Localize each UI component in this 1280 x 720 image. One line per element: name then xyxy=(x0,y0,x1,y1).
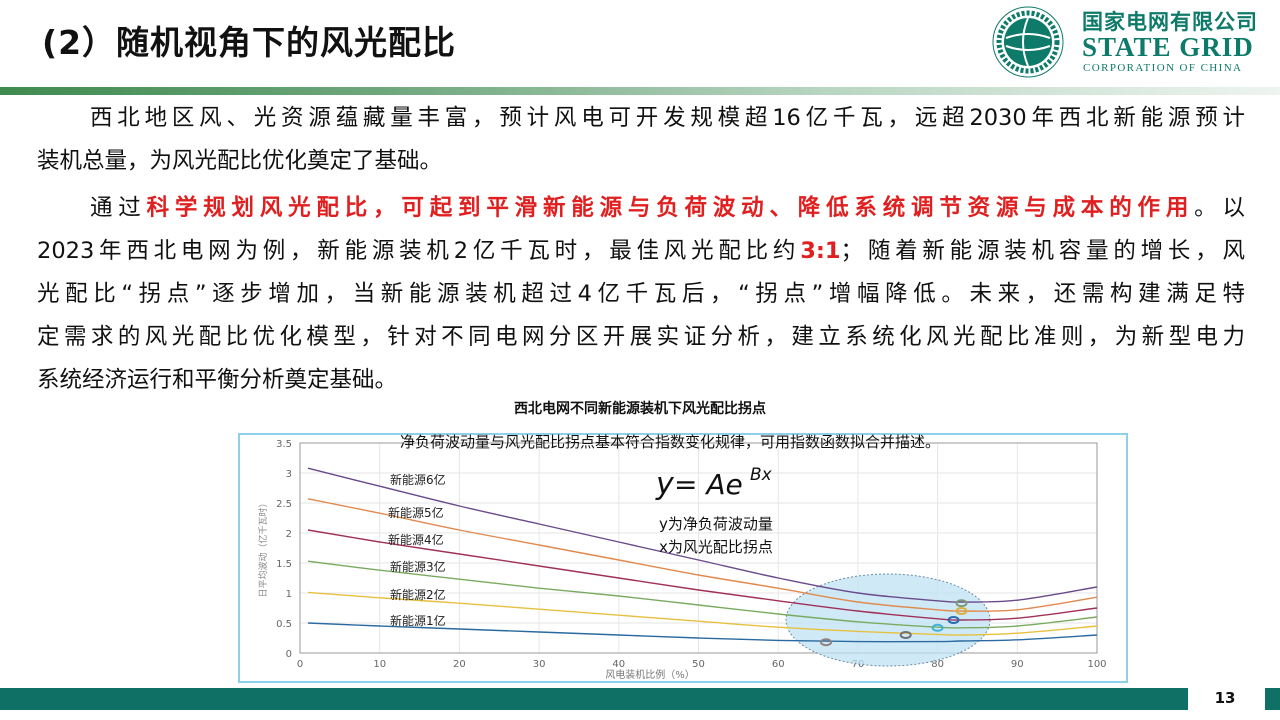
x-axis-label: 风电装机比例（%） xyxy=(605,668,695,681)
series-label: 新能源2亿 xyxy=(390,587,446,602)
formula-note: y为净负荷波动量 xyxy=(659,515,773,533)
series-label: 新能源1亿 xyxy=(390,613,446,628)
x-tick-label: 20 xyxy=(453,659,466,670)
y-tick-label: 2.5 xyxy=(276,499,292,510)
body-text-segment: 装机总量，为风光配比优化奠定了基础。 xyxy=(37,148,443,174)
body-line: 光配比“拐点”逐步增加，当新能源装机超过4亿千瓦后，“拐点”增幅降低。未来，还需… xyxy=(37,276,1245,319)
body-text-segment: ；随着新能源装机容量的增长，风 xyxy=(840,238,1245,264)
inflection-marker xyxy=(931,623,944,632)
page-number: 13 xyxy=(1214,689,1236,707)
body-text-segment: 通过 xyxy=(90,195,147,221)
series-label: 新能源5亿 xyxy=(388,505,444,520)
body-text-segment: 。以 xyxy=(1194,195,1245,221)
inflection-marker xyxy=(947,616,960,624)
logo-sub-text: CORPORATION OF CHINA xyxy=(1083,62,1243,74)
body-text-segment: 定需求的风光配比优化模型，针对不同电网分区开展实证分析，建立系统化风光配比准则，… xyxy=(37,324,1245,350)
x-tick-label: 30 xyxy=(533,659,546,670)
logo-en-text: STATE GRID xyxy=(1082,32,1254,62)
body-line: 2023年西北电网为例，新能源装机2亿千瓦时，最佳风光配比约3:1；随着新能源装… xyxy=(37,233,1245,276)
series-label: 新能源3亿 xyxy=(390,559,446,574)
series-line xyxy=(307,529,1098,621)
formula-body: = Ae xyxy=(674,468,743,501)
inflection-marker xyxy=(899,631,912,639)
chart-title: 西北电网不同新能源装机下风光配比拐点 xyxy=(514,401,766,417)
series-line xyxy=(307,498,1098,612)
y-tick-label: 1.5 xyxy=(276,559,292,570)
body-line: 通过科学规划风光配比，可起到平滑新能源与负荷波动、降低系统调节资源与成本的作用。… xyxy=(37,190,1245,233)
body-line: 系统经济运行和平衡分析奠定基础。 xyxy=(37,362,1245,405)
plot-area xyxy=(299,442,1098,654)
y-tick-label: 3.5 xyxy=(276,439,292,450)
state-grid-logo: 国家电网有限公司 STATE GRID CORPORATION OF CHINA xyxy=(982,4,1278,80)
inflection-marker xyxy=(955,599,968,608)
highlighted-text: 科学规划风光配比，可起到平滑新能源与负荷波动、降低系统调节资源与成本的作用 xyxy=(146,195,1195,221)
x-tick-label: 90 xyxy=(1011,659,1024,670)
series-label: 新能源4亿 xyxy=(388,532,444,547)
formula-y: y xyxy=(655,467,675,502)
y-tick-label: 2 xyxy=(286,529,292,540)
x-tick-label: 10 xyxy=(373,659,386,670)
footer-bar xyxy=(0,688,1188,710)
series-line xyxy=(307,591,1098,636)
body-line: 西北地区风、光资源蕴藏量丰富，预计风电可开发规模超16亿千瓦，远超2030年西北… xyxy=(37,100,1245,143)
y-tick-label: 3 xyxy=(286,469,292,480)
y-tick-label: 0.5 xyxy=(276,619,292,630)
body-text-segment: 光配比“拐点”逐步增加，当新能源装机超过4亿千瓦后，“拐点”增幅降低。未来，还需… xyxy=(37,281,1245,307)
body-paragraphs: 西北地区风、光资源蕴藏量丰富，预计风电可开发规模超16亿千瓦，远超2030年西北… xyxy=(37,100,1245,405)
body-text-segment: 西北地区风、光资源蕴藏量丰富，预计风电可开发规模超16亿千瓦，远超2030年西北… xyxy=(90,105,1245,131)
body-text-segment: 系统经济运行和平衡分析奠定基础。 xyxy=(37,367,398,393)
body-line: 定需求的风光配比优化模型，针对不同电网分区开展实证分析，建立系统化风光配比准则，… xyxy=(37,319,1245,362)
y-axis-label: 日平均波动（亿千瓦时） xyxy=(257,498,269,597)
chart-annotation: 净负荷波动量与风光配比拐点基本符合指数变化规律，可用指数函数拟合并描述。 xyxy=(400,433,940,451)
x-tick-label: 80 xyxy=(931,659,944,670)
series-line xyxy=(307,560,1098,629)
x-tick-label: 60 xyxy=(772,659,785,670)
formula-exponent: Bx xyxy=(750,465,773,485)
globe-emblem-icon xyxy=(992,6,1064,78)
inflection-marker xyxy=(820,638,833,647)
page-title: (2）随机视角下的风光配比 xyxy=(42,23,457,62)
x-tick-label: 0 xyxy=(297,659,303,670)
x-tick-label: 40 xyxy=(612,659,625,670)
y-tick-label: 0 xyxy=(286,649,292,660)
chart-frame xyxy=(238,433,1128,683)
logo-cn-text: 国家电网有限公司 xyxy=(1082,10,1258,34)
series-line xyxy=(307,622,1098,643)
x-tick-label: 100 xyxy=(1087,659,1106,670)
x-tick-label: 70 xyxy=(852,659,865,670)
inflection-marker xyxy=(955,607,968,615)
series-label: 新能源6亿 xyxy=(390,472,446,487)
y-tick-label: 1 xyxy=(286,589,292,600)
series-line xyxy=(307,467,1098,603)
header-divider xyxy=(0,87,1280,95)
formula-note: x为风光配比拐点 xyxy=(659,538,773,556)
body-text-segment: 2023年西北电网为例，新能源装机2亿千瓦时，最佳风光配比约 xyxy=(37,238,801,264)
footer-bar-end xyxy=(1265,688,1280,710)
x-tick-label: 50 xyxy=(692,659,705,670)
body-line: 装机总量，为风光配比优化奠定了基础。 xyxy=(37,143,1245,186)
highlighted-text: 3:1 xyxy=(800,238,841,264)
